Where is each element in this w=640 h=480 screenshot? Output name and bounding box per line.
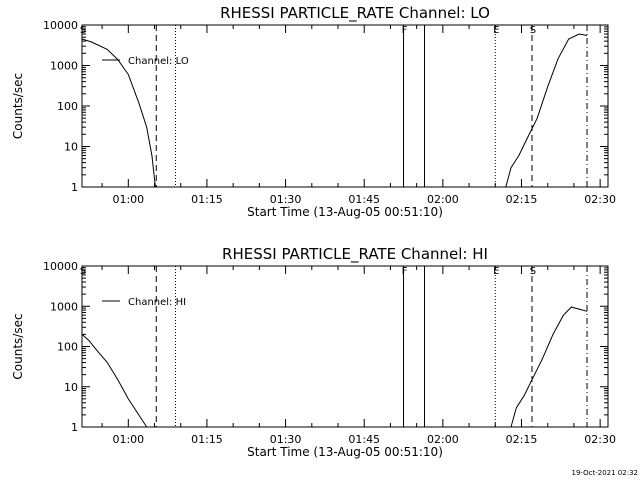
y-tick-label: 1 xyxy=(71,181,78,194)
x-axis-label: Start Time (13-Aug-05 00:51:10) xyxy=(247,445,443,459)
data-series-line xyxy=(81,334,148,428)
event-marker-label: F xyxy=(402,266,408,277)
event-marker-label: S xyxy=(80,25,86,36)
data-series-line xyxy=(81,38,156,188)
y-tick-label: 10 xyxy=(64,141,78,154)
event-marker-label: S xyxy=(80,266,86,277)
chart-title: RHESSI PARTICLE_RATE Channel: HI xyxy=(222,245,488,264)
y-tick-label: 10000 xyxy=(43,260,78,273)
event-marker-label: E xyxy=(493,25,499,36)
legend-label: Channel: LO xyxy=(128,56,189,67)
y-tick-label: 100 xyxy=(57,341,78,354)
y-axis-label: Counts/sec xyxy=(11,73,25,139)
y-tick-label: 1000 xyxy=(50,300,78,313)
x-tick-label: 01:45 xyxy=(348,193,380,206)
y-tick-label: 1 xyxy=(71,421,78,434)
y-tick-label: 10 xyxy=(64,381,78,394)
x-tick-label: 01:45 xyxy=(348,433,380,446)
event-marker-label: F xyxy=(402,25,408,36)
x-tick-label: 02:00 xyxy=(427,193,459,206)
event-marker-label: S xyxy=(530,25,536,36)
x-tick-label: 01:00 xyxy=(112,193,144,206)
x-tick-label: 01:15 xyxy=(191,433,223,446)
x-tick-label: 01:30 xyxy=(270,433,302,446)
chart-title: RHESSI PARTICLE_RATE Channel: LO xyxy=(220,4,490,23)
y-tick-label: 1000 xyxy=(50,60,78,73)
data-series-line xyxy=(505,33,588,188)
x-tick-label: 02:15 xyxy=(506,193,538,206)
plot-hi-channel: RHESSI PARTICLE_RATE Channel: HI 01:00 01:… xyxy=(11,245,616,459)
event-marker-label: S xyxy=(530,266,536,277)
x-tick-label: 02:30 xyxy=(584,193,616,206)
plot-frame xyxy=(81,24,609,188)
plot-frame xyxy=(81,265,609,428)
plot-lo-channel: RHESSI PARTICLE_RATE Channel: LO 01:00 01:… xyxy=(11,4,616,219)
x-axis-label: Start Time (13-Aug-05 00:51:10) xyxy=(247,205,443,219)
y-tick-label: 10000 xyxy=(43,19,78,32)
y-axis-label: Counts/sec xyxy=(11,313,25,379)
x-tick-label: 02:00 xyxy=(427,433,459,446)
event-marker-label: E xyxy=(493,266,499,277)
x-tick-label: 02:15 xyxy=(506,433,538,446)
data-series-line xyxy=(510,306,588,428)
x-tick-label: 01:30 xyxy=(270,193,302,206)
footer-timestamp: 19-Oct-2021 02:32 xyxy=(572,469,638,477)
x-tick-label: 01:15 xyxy=(191,193,223,206)
x-tick-label: 01:00 xyxy=(112,433,144,446)
x-tick-label: 02:30 xyxy=(584,433,616,446)
legend-label: Channel: HI xyxy=(128,297,186,308)
y-tick-label: 100 xyxy=(57,100,78,113)
